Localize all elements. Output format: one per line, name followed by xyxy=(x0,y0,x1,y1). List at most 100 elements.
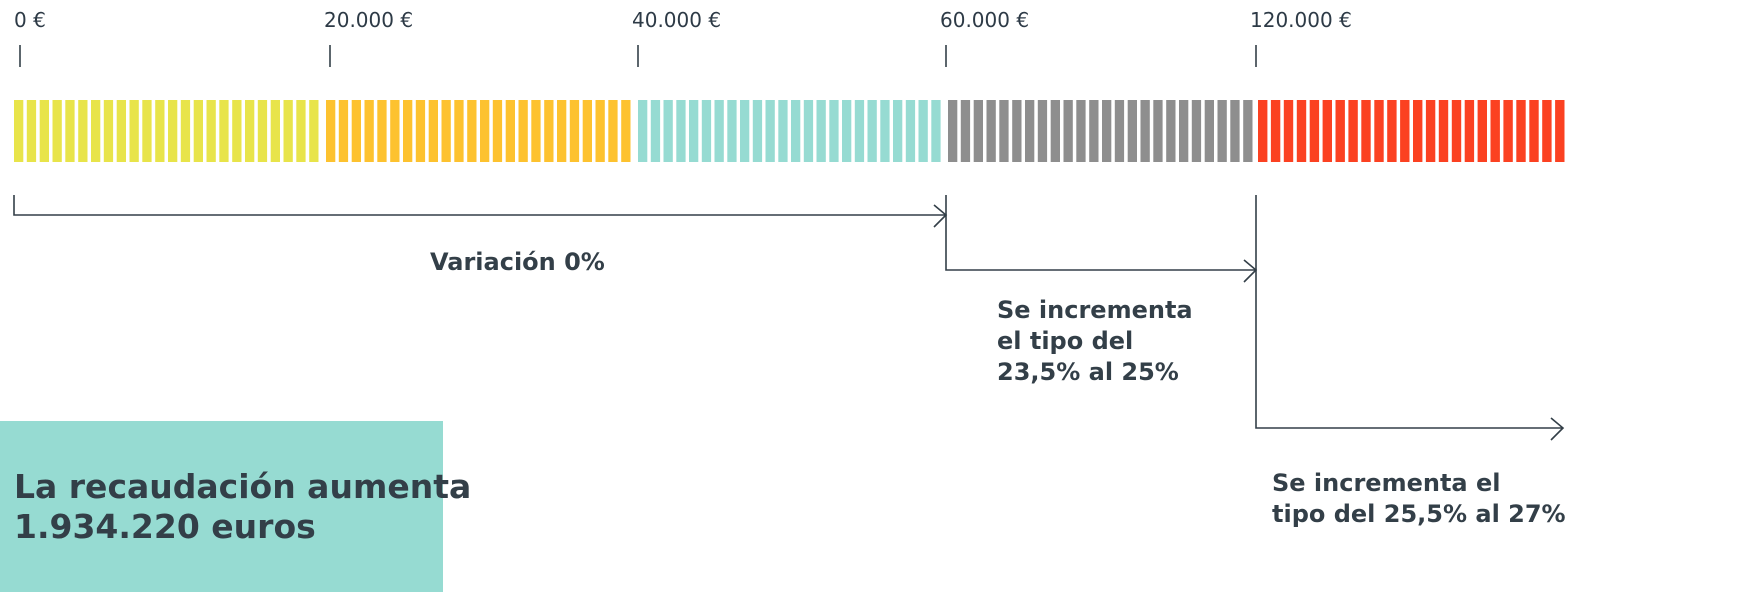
stripe xyxy=(893,100,903,162)
stripe xyxy=(1425,100,1436,162)
tick-label: 120.000 € xyxy=(1250,8,1352,32)
stripe xyxy=(931,100,941,162)
bracket-label: el tipo del xyxy=(997,327,1133,355)
stripe xyxy=(752,100,763,162)
stripe xyxy=(1140,100,1150,162)
stripe xyxy=(1243,100,1253,162)
stripe xyxy=(973,100,983,162)
stripe xyxy=(740,100,750,162)
stripe xyxy=(867,100,877,162)
stripe xyxy=(1516,100,1526,162)
stripe xyxy=(403,100,413,162)
stripe xyxy=(26,100,37,162)
stripe xyxy=(1322,100,1332,162)
stripe xyxy=(1076,100,1086,162)
stripe xyxy=(1283,100,1294,162)
bracket-label: tipo del 25,5% al 27% xyxy=(1272,500,1566,528)
stripe xyxy=(621,100,631,162)
summary-box xyxy=(0,421,443,592)
stripe xyxy=(569,100,580,162)
tick-label: 40.000 € xyxy=(632,8,721,32)
stripe xyxy=(1413,100,1423,162)
stripe xyxy=(232,100,242,162)
stripe xyxy=(778,100,788,162)
stripe xyxy=(129,100,139,162)
stripe xyxy=(518,100,528,162)
stripe xyxy=(905,100,916,162)
stripe xyxy=(65,100,75,162)
stripe xyxy=(650,100,661,162)
bracket-label: Se incrementa xyxy=(997,296,1193,324)
tick-label: 20.000 € xyxy=(324,8,413,32)
stripe xyxy=(1335,100,1345,162)
stripe xyxy=(39,100,49,162)
stripe xyxy=(1438,100,1449,162)
stripe xyxy=(1166,100,1176,162)
stripe xyxy=(1296,100,1307,162)
stripe xyxy=(377,100,387,162)
bracket-label: Se incrementa el xyxy=(1272,469,1500,497)
summary-text: 1.934.220 euros xyxy=(14,507,316,546)
stripe xyxy=(1127,100,1137,162)
stripe xyxy=(492,100,503,162)
stripe xyxy=(1503,100,1513,162)
stripe xyxy=(582,100,592,162)
bracket-arrow xyxy=(13,195,948,228)
tick-label: 0 € xyxy=(14,8,46,32)
stripe xyxy=(91,100,101,162)
stripe-bar xyxy=(14,100,1565,162)
stripe xyxy=(1270,100,1281,162)
summary-text: La recaudación aumenta xyxy=(14,467,471,506)
stripe xyxy=(663,100,673,162)
stripe xyxy=(480,100,490,162)
stripe xyxy=(1387,100,1397,162)
stripe xyxy=(595,100,605,162)
stripe xyxy=(608,100,618,162)
stripe xyxy=(638,100,648,162)
stripe xyxy=(364,100,374,162)
stripe xyxy=(283,100,293,162)
stripe xyxy=(842,100,852,162)
stripe xyxy=(245,100,255,162)
stripe xyxy=(1555,100,1565,162)
stripe xyxy=(816,100,826,162)
stripe xyxy=(727,100,737,162)
stripe xyxy=(1477,100,1487,162)
stripe xyxy=(351,100,361,162)
stripe xyxy=(918,100,928,162)
stripe xyxy=(1258,100,1268,162)
stripe xyxy=(52,100,62,162)
stripe xyxy=(880,100,890,162)
stripe xyxy=(116,100,126,162)
stripe xyxy=(714,100,724,162)
stripe xyxy=(1102,100,1112,162)
stripe xyxy=(338,100,349,162)
stripe xyxy=(791,100,801,162)
stripe xyxy=(960,100,971,162)
bracket-arrow xyxy=(945,195,1258,283)
stripe xyxy=(180,100,191,162)
stripe xyxy=(193,100,203,162)
stripe xyxy=(78,100,88,162)
stripe xyxy=(999,100,1009,162)
stripe xyxy=(1348,100,1358,162)
stripe xyxy=(467,100,477,162)
stripe xyxy=(1309,100,1320,162)
stripe xyxy=(1204,100,1214,162)
stripe xyxy=(1063,100,1073,162)
stripe xyxy=(415,100,426,162)
stripe xyxy=(1400,100,1410,162)
tick-label: 60.000 € xyxy=(940,8,1029,32)
stripe xyxy=(1050,100,1060,162)
stripe xyxy=(803,100,814,162)
stripe xyxy=(1361,100,1371,162)
stripe xyxy=(142,100,152,162)
stripe xyxy=(505,100,515,162)
stripe xyxy=(309,100,319,162)
stripe xyxy=(1464,100,1475,162)
stripe xyxy=(219,100,229,162)
stripe xyxy=(257,100,268,162)
stripe xyxy=(1490,100,1500,162)
stripe xyxy=(701,100,712,162)
